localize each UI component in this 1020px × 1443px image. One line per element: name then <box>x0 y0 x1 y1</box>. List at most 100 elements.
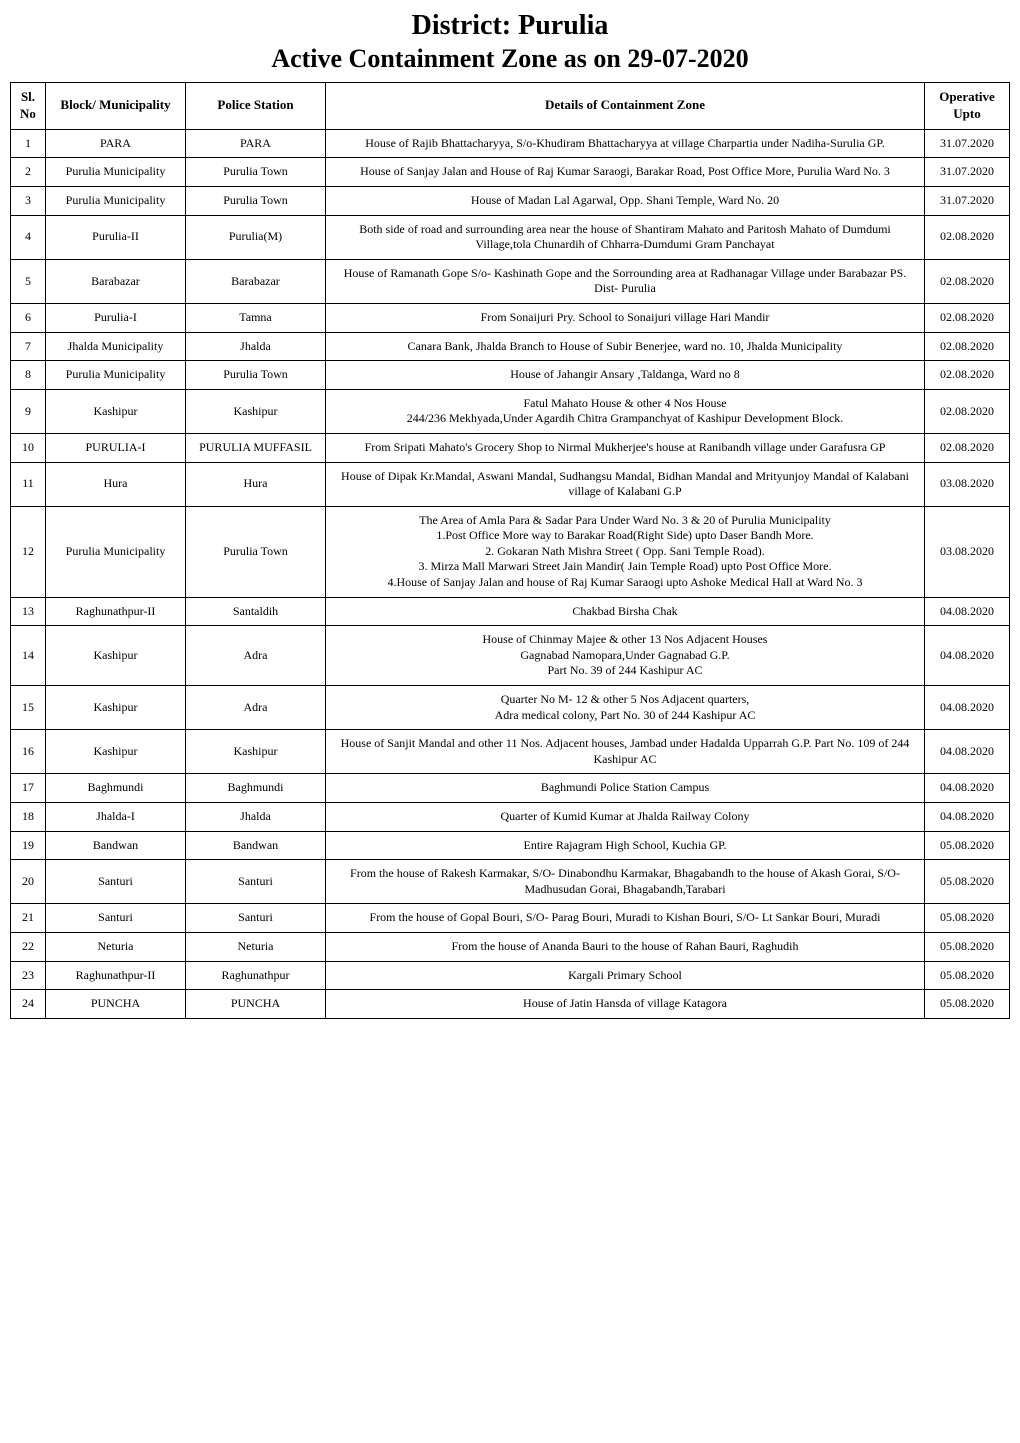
cell-block-municipality: PURULIA-I <box>46 433 186 462</box>
cell-details: Chakbad Birsha Chak <box>326 597 925 626</box>
cell-operative-upto: 05.08.2020 <box>925 860 1010 904</box>
document-title: District: Purulia <box>10 10 1010 42</box>
cell-operative-upto: 03.08.2020 <box>925 506 1010 597</box>
cell-block-municipality: Neturia <box>46 932 186 961</box>
cell-sl-no: 24 <box>11 990 46 1019</box>
cell-block-municipality: Santuri <box>46 860 186 904</box>
cell-sl-no: 10 <box>11 433 46 462</box>
cell-police-station: PUNCHA <box>186 990 326 1019</box>
cell-details: Entire Rajagram High School, Kuchia GP. <box>326 831 925 860</box>
cell-sl-no: 12 <box>11 506 46 597</box>
cell-police-station: Kashipur <box>186 730 326 774</box>
cell-block-municipality: Hura <box>46 462 186 506</box>
cell-operative-upto: 02.08.2020 <box>925 303 1010 332</box>
cell-details: From the house of Rakesh Karmakar, S/O- … <box>326 860 925 904</box>
cell-sl-no: 4 <box>11 215 46 259</box>
cell-sl-no: 8 <box>11 361 46 390</box>
table-row: 22NeturiaNeturiaFrom the house of Ananda… <box>11 932 1010 961</box>
table-row: 19BandwanBandwanEntire Rajagram High Sch… <box>11 831 1010 860</box>
cell-operative-upto: 05.08.2020 <box>925 904 1010 933</box>
cell-block-municipality: Raghunathpur-II <box>46 961 186 990</box>
cell-block-municipality: PUNCHA <box>46 990 186 1019</box>
table-row: 8Purulia MunicipalityPurulia TownHouse o… <box>11 361 1010 390</box>
cell-details: House of Dipak Kr.Mandal, Aswani Mandal,… <box>326 462 925 506</box>
cell-block-municipality: Baghmundi <box>46 774 186 803</box>
cell-details: Fatul Mahato House & other 4 Nos House24… <box>326 389 925 433</box>
cell-details: Both side of road and surrounding area n… <box>326 215 925 259</box>
cell-operative-upto: 31.07.2020 <box>925 158 1010 187</box>
cell-block-municipality: Santuri <box>46 904 186 933</box>
cell-sl-no: 3 <box>11 186 46 215</box>
cell-operative-upto: 04.08.2020 <box>925 803 1010 832</box>
cell-police-station: Purulia Town <box>186 158 326 187</box>
cell-police-station: Raghunathpur <box>186 961 326 990</box>
table-row: 18Jhalda-IJhaldaQuarter of Kumid Kumar a… <box>11 803 1010 832</box>
cell-operative-upto: 05.08.2020 <box>925 831 1010 860</box>
cell-block-municipality: Kashipur <box>46 730 186 774</box>
cell-details: The Area of Amla Para & Sadar Para Under… <box>326 506 925 597</box>
cell-operative-upto: 04.08.2020 <box>925 626 1010 686</box>
cell-sl-no: 6 <box>11 303 46 332</box>
cell-details: House of Rajib Bhattacharyya, S/o-Khudir… <box>326 129 925 158</box>
cell-block-municipality: Raghunathpur-II <box>46 597 186 626</box>
cell-block-municipality: Barabazar <box>46 259 186 303</box>
cell-sl-no: 23 <box>11 961 46 990</box>
table-body: 1PARAPARAHouse of Rajib Bhattacharyya, S… <box>11 129 1010 1018</box>
cell-police-station: Purulia Town <box>186 506 326 597</box>
cell-block-municipality: Purulia Municipality <box>46 506 186 597</box>
table-row: 14KashipurAdraHouse of Chinmay Majee & o… <box>11 626 1010 686</box>
cell-details: From the house of Gopal Bouri, S/O- Para… <box>326 904 925 933</box>
cell-sl-no: 16 <box>11 730 46 774</box>
cell-sl-no: 7 <box>11 332 46 361</box>
cell-details: From Sripati Mahato's Grocery Shop to Ni… <box>326 433 925 462</box>
header-sl-no: Sl. No <box>11 83 46 130</box>
cell-police-station: Neturia <box>186 932 326 961</box>
cell-police-station: Adra <box>186 626 326 686</box>
cell-sl-no: 22 <box>11 932 46 961</box>
cell-block-municipality: PARA <box>46 129 186 158</box>
cell-sl-no: 9 <box>11 389 46 433</box>
cell-sl-no: 14 <box>11 626 46 686</box>
cell-operative-upto: 05.08.2020 <box>925 961 1010 990</box>
cell-block-municipality: Purulia Municipality <box>46 361 186 390</box>
cell-police-station: Santaldih <box>186 597 326 626</box>
cell-details: House of Madan Lal Agarwal, Opp. Shani T… <box>326 186 925 215</box>
cell-sl-no: 17 <box>11 774 46 803</box>
table-row: 12Purulia MunicipalityPurulia TownThe Ar… <box>11 506 1010 597</box>
cell-sl-no: 15 <box>11 686 46 730</box>
table-row: 6Purulia-ITamnaFrom Sonaijuri Pry. Schoo… <box>11 303 1010 332</box>
table-row: 20SanturiSanturiFrom the house of Rakesh… <box>11 860 1010 904</box>
cell-police-station: Santuri <box>186 904 326 933</box>
cell-sl-no: 5 <box>11 259 46 303</box>
cell-details: Quarter of Kumid Kumar at Jhalda Railway… <box>326 803 925 832</box>
cell-operative-upto: 02.08.2020 <box>925 361 1010 390</box>
cell-police-station: Hura <box>186 462 326 506</box>
containment-zone-table: Sl. No Block/ Municipality Police Statio… <box>10 82 1010 1019</box>
cell-sl-no: 20 <box>11 860 46 904</box>
cell-operative-upto: 02.08.2020 <box>925 259 1010 303</box>
cell-details: House of Sanjit Mandal and other 11 Nos.… <box>326 730 925 774</box>
cell-police-station: Purulia Town <box>186 186 326 215</box>
cell-operative-upto: 02.08.2020 <box>925 389 1010 433</box>
cell-police-station: Bandwan <box>186 831 326 860</box>
table-row: 16KashipurKashipurHouse of Sanjit Mandal… <box>11 730 1010 774</box>
table-row: 4Purulia-IIPurulia(M)Both side of road a… <box>11 215 1010 259</box>
header-operative-upto: Operative Upto <box>925 83 1010 130</box>
cell-block-municipality: Bandwan <box>46 831 186 860</box>
table-row: 9KashipurKashipurFatul Mahato House & ot… <box>11 389 1010 433</box>
table-row: 2Purulia MunicipalityPurulia TownHouse o… <box>11 158 1010 187</box>
cell-police-station: PARA <box>186 129 326 158</box>
cell-police-station: Santuri <box>186 860 326 904</box>
header-police-station: Police Station <box>186 83 326 130</box>
cell-sl-no: 19 <box>11 831 46 860</box>
cell-block-municipality: Purulia-II <box>46 215 186 259</box>
cell-police-station: Purulia(M) <box>186 215 326 259</box>
table-row: 15KashipurAdraQuarter No M- 12 & other 5… <box>11 686 1010 730</box>
cell-operative-upto: 31.07.2020 <box>925 129 1010 158</box>
cell-sl-no: 11 <box>11 462 46 506</box>
cell-block-municipality: Purulia Municipality <box>46 186 186 215</box>
cell-police-station: Jhalda <box>186 803 326 832</box>
cell-block-municipality: Jhalda Municipality <box>46 332 186 361</box>
table-row: 3Purulia MunicipalityPurulia TownHouse o… <box>11 186 1010 215</box>
cell-block-municipality: Kashipur <box>46 626 186 686</box>
